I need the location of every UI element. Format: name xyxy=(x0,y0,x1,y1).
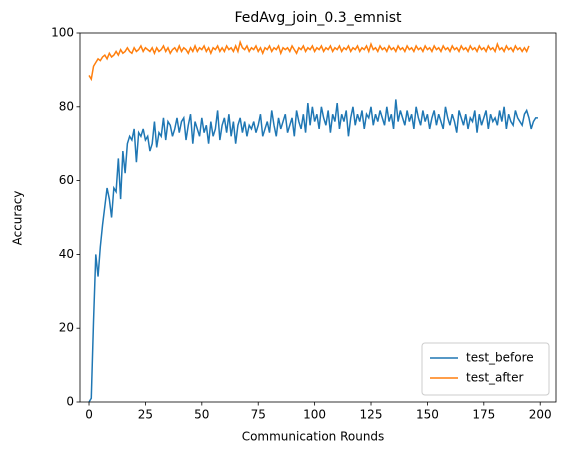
legend-box xyxy=(421,342,550,396)
x-tick-label: 75 xyxy=(251,408,266,422)
y-tick-label: 20 xyxy=(59,321,74,335)
plot-frame xyxy=(79,32,557,403)
x-tick-label: 175 xyxy=(472,408,495,422)
y-tick-label: 60 xyxy=(59,173,74,187)
x-axis-label: Communication Rounds xyxy=(242,430,385,444)
y-tick-label: 40 xyxy=(59,247,74,261)
series-line xyxy=(88,39,530,82)
x-tick-label: 0 xyxy=(85,408,93,422)
legend-label: test_before xyxy=(466,351,534,365)
chart-title: FedAvg_join_0.3_emnist xyxy=(235,10,403,26)
x-tick-label: 100 xyxy=(303,408,326,422)
y-tick-label: 100 xyxy=(51,26,74,40)
x-tick-label: 200 xyxy=(529,408,552,422)
y-axis-label: Accuracy xyxy=(11,191,25,246)
x-tick-label: 25 xyxy=(138,408,153,422)
series-line xyxy=(88,99,538,403)
x-tick-label: 150 xyxy=(416,408,439,422)
y-tick-label: 0 xyxy=(66,395,74,409)
legend-label: test_after xyxy=(466,371,524,385)
x-tick-label: 125 xyxy=(360,408,383,422)
y-tick-label: 80 xyxy=(59,99,74,113)
x-tick-label: 50 xyxy=(194,408,209,422)
